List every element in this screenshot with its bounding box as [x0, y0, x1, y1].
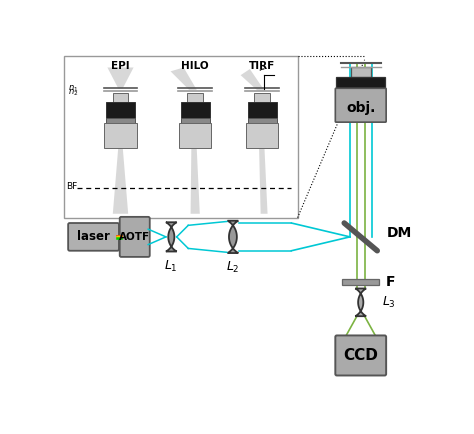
Bar — [188, 93, 203, 102]
Polygon shape — [228, 221, 238, 253]
Polygon shape — [191, 148, 200, 214]
Bar — [181, 102, 210, 118]
Text: BF: BF — [66, 182, 78, 191]
Bar — [64, 56, 298, 217]
Bar — [336, 77, 385, 89]
Polygon shape — [241, 69, 264, 91]
Polygon shape — [113, 148, 128, 214]
Bar — [246, 123, 278, 148]
Text: $L_3$: $L_3$ — [383, 295, 396, 310]
Text: $L_1$: $L_1$ — [164, 258, 178, 273]
Bar — [106, 118, 135, 123]
Text: $n_1$: $n_1$ — [68, 83, 79, 93]
Bar — [351, 67, 371, 77]
Bar — [104, 123, 137, 148]
Text: EPI: EPI — [111, 61, 130, 71]
Text: $n_2$: $n_2$ — [68, 88, 79, 98]
Polygon shape — [356, 289, 366, 316]
Text: obj.: obj. — [346, 101, 375, 115]
FancyBboxPatch shape — [68, 223, 119, 251]
Bar — [179, 123, 211, 148]
Bar — [181, 118, 210, 123]
Bar — [255, 93, 270, 102]
Text: AOTF: AOTF — [119, 232, 150, 242]
Polygon shape — [166, 222, 177, 252]
Text: $L_2$: $L_2$ — [226, 260, 240, 275]
Polygon shape — [108, 67, 134, 88]
Bar — [247, 118, 277, 123]
Text: DM: DM — [386, 226, 412, 240]
Bar — [247, 102, 277, 118]
Text: F: F — [385, 275, 395, 289]
Polygon shape — [259, 148, 267, 214]
Polygon shape — [171, 67, 197, 90]
Bar — [113, 93, 128, 102]
Text: CCD: CCD — [343, 348, 378, 363]
FancyBboxPatch shape — [120, 217, 150, 257]
Text: TIRF: TIRF — [249, 61, 275, 71]
Text: laser: laser — [77, 230, 110, 243]
FancyBboxPatch shape — [335, 335, 386, 375]
Bar — [342, 279, 379, 285]
Bar — [106, 102, 135, 118]
FancyBboxPatch shape — [335, 88, 386, 122]
Text: HILO: HILO — [182, 61, 209, 71]
